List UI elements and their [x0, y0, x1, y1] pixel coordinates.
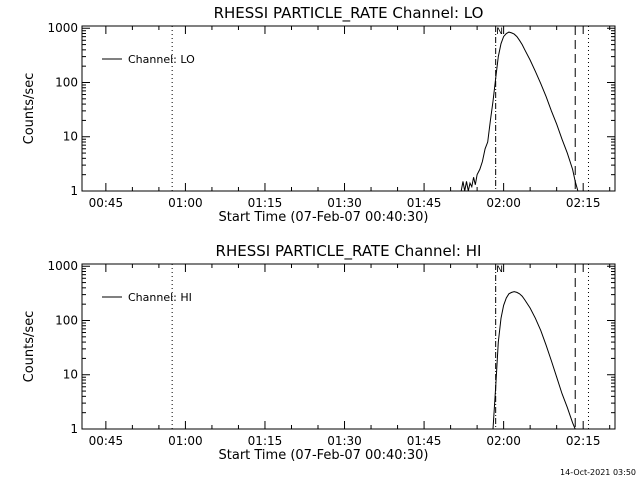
y-axis-label: Counts/sec: [22, 311, 37, 383]
y-tick-label: 10: [63, 130, 78, 144]
x-axis-label: Start Time (07-Feb-07 00:40:30): [219, 210, 429, 225]
x-tick-label: 00:45: [89, 196, 124, 210]
y-tick-label: 1: [70, 422, 78, 436]
x-tick-label: 01:15: [248, 434, 283, 448]
chart-panel-1: RHESSI PARTICLE_RATE Channel: LO 1 10 100 10…: [22, 4, 616, 225]
marker-label: N: [496, 27, 503, 37]
x-tick-label: 02:15: [566, 434, 601, 448]
x-tick-label: 02:00: [486, 196, 521, 210]
chart-panel-2: RHESSI PARTICLE_RATE Channel: HI 1 10 100 10…: [22, 242, 616, 463]
y-axis-label: Counts/sec: [22, 73, 37, 145]
y-tick-label: 1000: [47, 21, 78, 35]
y-tick-label: 100: [55, 75, 78, 89]
plot-frame: [81, 25, 616, 192]
x-tick-label: 00:45: [89, 434, 124, 448]
marker-label: N: [496, 265, 503, 275]
y-tick-label: 10: [63, 368, 78, 382]
chart-title: RHESSI PARTICLE_RATE Channel: LO: [214, 4, 484, 23]
x-tick-label: 01:45: [407, 434, 442, 448]
legend-label: Channel: LO: [128, 53, 195, 66]
x-tick-label: 01:45: [407, 196, 442, 210]
chart-title: RHESSI PARTICLE_RATE Channel: HI: [216, 242, 482, 261]
x-tick-label: 01:15: [248, 196, 283, 210]
series-line: [492, 291, 576, 430]
y-tick-label: 1000: [47, 259, 78, 273]
y-tick-label: 1: [70, 184, 78, 198]
plot-frame: [81, 263, 616, 430]
x-tick-label: 01:00: [168, 434, 203, 448]
x-tick-label: 02:00: [486, 434, 521, 448]
x-tick-label: 02:15: [566, 196, 601, 210]
y-tick-label: 100: [55, 313, 78, 327]
x-tick-label: 01:30: [327, 196, 362, 210]
x-axis-label: Start Time (07-Feb-07 00:40:30): [219, 448, 429, 463]
timestamp-label: 14-Oct-2021 03:50: [560, 468, 636, 477]
x-tick-label: 01:30: [327, 434, 362, 448]
series-line: [460, 31, 579, 192]
x-tick-label: 01:00: [168, 196, 203, 210]
legend-label: Channel: HI: [128, 291, 192, 304]
